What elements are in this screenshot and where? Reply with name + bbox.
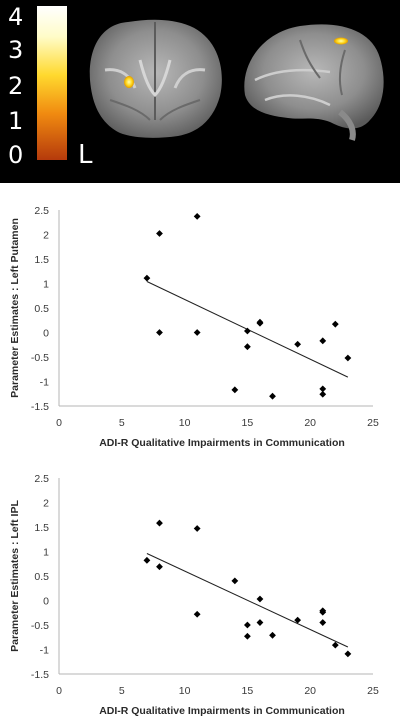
x-tick-label: 10 [179,685,191,697]
y-tick-labels: 2.5 2 1.5 1 0.5 0 -0.5 -1 -1.5 [31,205,49,413]
x-tick-label: 10 [179,417,191,429]
hemisphere-label: L [78,140,93,170]
x-tick-label: 5 [119,685,125,697]
y-tick-label: 2.5 [34,473,49,485]
y-axis-title: Parameter Estimates : Left IPL [9,500,21,652]
trend-line [146,552,349,648]
x-tick-label: 20 [304,417,316,429]
x-tick-label: 0 [56,685,62,697]
x-tick-label: 15 [242,685,254,697]
data-points [143,519,352,658]
y-tick-label: 1 [43,547,49,559]
data-point [344,354,352,362]
y-tick-label: 0.5 [34,303,49,315]
ipl-activation-blob [334,37,348,45]
y-tick-label: 2 [43,230,49,242]
x-tick-labels: 0 5 10 15 20 25 [56,417,379,429]
x-tick-label: 15 [242,417,254,429]
data-point [294,340,302,348]
data-point [269,631,276,639]
colorbar-tick-2: 2 [8,72,23,100]
data-point [156,230,163,237]
data-point [319,337,327,345]
x-tick-label: 0 [56,417,62,429]
data-point [193,212,201,220]
y-tick-label: 1.5 [34,522,49,534]
scatter-svg-ipl: 2.5 2 1.5 1 0.5 0 -0.5 -1 -1.5 0 5 10 15 20 25 ADI-R … [9,473,379,717]
brain-image-svg: 4 3 2 1 0 L [8,3,384,170]
colorbar-tick-1: 1 [8,107,23,135]
y-tick-label: 0.5 [34,571,49,583]
y-tick-label: -1.5 [31,669,49,681]
y-axis-title: Parameter Estimates : Left Putamen [9,218,21,398]
data-points [143,212,352,400]
data-point [319,619,327,626]
data-point [319,390,327,398]
y-tick-label: -1 [40,377,49,389]
x-axis-title: ADI-R Qualitative Impairments in Communi… [99,437,345,449]
data-point [244,621,251,629]
colorbar-tick-4: 4 [8,3,23,31]
colorbar [37,6,67,160]
data-point [156,329,163,336]
data-point [193,610,201,618]
data-point [231,577,239,585]
y-tick-label: 1.5 [34,254,49,266]
scatter-plot-left-putamen: 2.5 2 1.5 1 0.5 0 -0.5 -1 -1.5 0 5 10 15 20 25 ADI-R … [0,196,400,458]
data-point [294,616,302,624]
data-point [156,563,163,571]
x-tick-label: 25 [367,417,379,429]
colorbar-tick-3: 3 [8,36,23,64]
data-point [244,327,251,335]
colorbar-tick-0: 0 [8,141,23,169]
data-point [331,320,339,328]
data-point [193,329,201,336]
x-tick-label: 20 [304,685,316,697]
putamen-activation-blob [124,76,134,88]
data-point [143,274,151,282]
data-point [244,632,251,640]
sagittal-slice [244,24,384,141]
y-tick-label: 2 [43,498,49,510]
y-tick-label: 0 [43,328,49,340]
data-point [331,641,339,649]
data-point [256,595,264,603]
coronal-slice [89,19,222,138]
x-tick-labels: 0 5 10 15 20 25 [56,685,379,697]
y-tick-label: 0 [43,596,49,608]
y-tick-label: -1.5 [31,401,49,413]
y-tick-labels: 2.5 2 1.5 1 0.5 0 -0.5 -1 -1.5 [31,473,49,681]
scatter-svg-putamen: 2.5 2 1.5 1 0.5 0 -0.5 -1 -1.5 0 5 10 15 20 25 ADI-R … [9,205,379,449]
x-tick-label: 25 [367,685,379,697]
brain-activation-image: 4 3 2 1 0 L [0,0,400,183]
data-point [256,319,264,327]
y-tick-label: 2.5 [34,205,49,217]
y-tick-label: -0.5 [31,620,49,632]
data-point [231,386,239,394]
scatter-plot-left-ipl: 2.5 2 1.5 1 0.5 0 -0.5 -1 -1.5 0 5 10 15 20 25 ADI-R … [0,460,400,717]
colorbar-ticks: 4 3 2 1 0 [8,3,23,169]
data-point [319,608,327,616]
data-point [319,385,327,393]
y-tick-label: -0.5 [31,352,49,364]
data-point [269,392,276,400]
data-point [256,619,264,626]
x-tick-label: 5 [119,417,125,429]
y-tick-label: 1 [43,279,49,291]
x-axis-title: ADI-R Qualitative Impairments in Communi… [99,705,345,717]
data-point [143,556,151,564]
data-point [344,650,352,658]
data-point [244,343,251,351]
y-tick-label: -1 [40,645,49,657]
data-point [156,519,163,527]
data-point [193,525,201,532]
